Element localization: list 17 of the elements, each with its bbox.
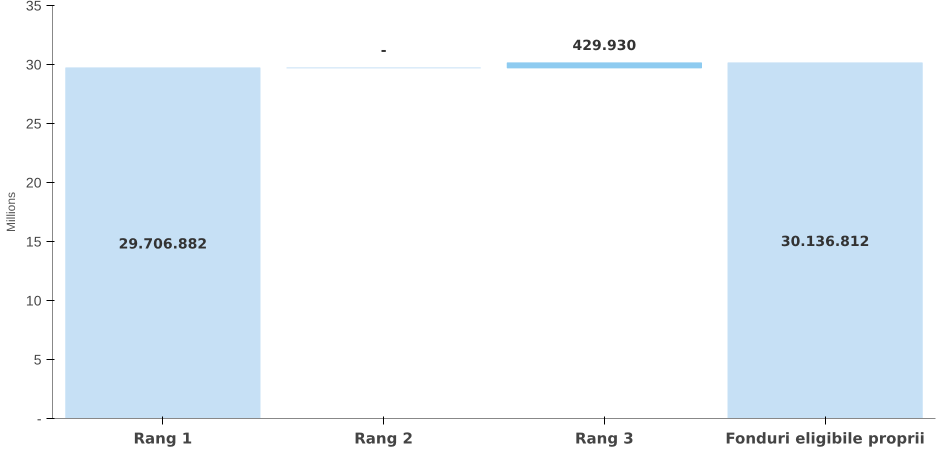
x-tick-label: Rang 1 — [134, 430, 192, 448]
y-tick-label: 25 — [26, 116, 42, 132]
annotation: 30.136.812 — [780, 234, 870, 250]
y-tick-label: - — [36, 410, 42, 426]
x-tick-label: Rang 3 — [575, 430, 634, 448]
y-tick-label: 10 — [26, 292, 42, 308]
annotation: - — [380, 42, 387, 59]
y-axis-title: Millions — [4, 192, 18, 232]
x-tick-label: Fonduri eligibile proprii — [725, 430, 925, 448]
y-tick-label: 35 — [26, 0, 42, 14]
y-tick-label: 30 — [26, 56, 42, 72]
x-tick-label: Rang 2 — [354, 430, 413, 448]
y-tick-label: 20 — [26, 174, 42, 190]
y-tick-label: 5 — [34, 352, 42, 368]
y-tick-label: 15 — [26, 234, 42, 250]
annotation: 429.930 — [572, 38, 637, 54]
annotation: 29.706.882 — [118, 236, 208, 253]
